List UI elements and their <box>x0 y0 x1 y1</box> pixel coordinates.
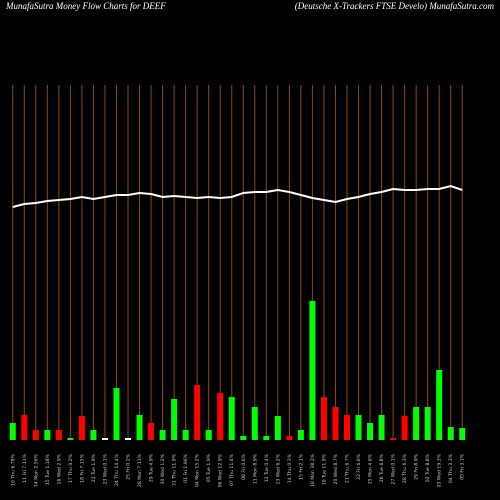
x-tick-label: 25 Fri 0.2% <box>126 453 132 480</box>
bar <box>447 427 454 440</box>
x-tick-label: 15 Fri 2.1% <box>298 453 304 480</box>
bar <box>217 393 224 440</box>
bar <box>251 407 258 440</box>
bar <box>413 407 420 440</box>
x-tick-label: 10 Thu 6.78% <box>10 453 16 486</box>
bar <box>171 399 178 440</box>
bar <box>309 301 316 440</box>
x-tick-label: 21 Thu 6.7% <box>344 453 350 483</box>
x-tick-label: 03 Wed 19.3% <box>437 453 443 487</box>
x-tick-label: 06 Wed 12.9% <box>218 453 224 487</box>
x-tick-label: 04 Mon 15.2% <box>195 453 201 487</box>
bar <box>378 415 385 440</box>
x-tick-label: 25 Mon 4.6% <box>368 453 374 484</box>
bar <box>67 438 74 440</box>
bar <box>78 416 85 440</box>
x-tick-label: 17 Thu 0.2% <box>68 453 74 483</box>
x-tick-label: 28 Mon 7.11% <box>137 453 143 487</box>
x-tick-label: 11 Fri 7.11% <box>22 453 28 482</box>
bar <box>136 415 143 440</box>
bar <box>355 415 362 440</box>
bar <box>343 415 350 440</box>
bar <box>182 430 189 440</box>
bar <box>9 423 16 440</box>
bar <box>205 430 212 440</box>
x-tick-label: 31 Thu 11.9% <box>172 453 178 486</box>
x-tick-label: 27 Wed 0.1% <box>391 453 397 484</box>
bar <box>263 436 270 440</box>
x-tick-label: 20 Wed 8.7% <box>333 453 339 484</box>
bar <box>240 436 247 440</box>
bar <box>194 385 201 440</box>
x-tick-label: 08 Fri 0.6% <box>241 453 247 480</box>
x-tick-label: 14 Thu 0.3% <box>287 453 293 483</box>
x-tick-label: 11 Mon 8.9% <box>252 453 258 484</box>
x-tick-label: 23 Wed 0.1% <box>102 453 108 484</box>
bar <box>228 397 235 440</box>
x-tick-label: 24 Thu 14.4% <box>114 453 120 486</box>
bar <box>32 430 39 440</box>
bar <box>459 428 466 440</box>
bar <box>21 415 28 440</box>
x-tick-label: 13 Wed 6.2% <box>275 453 281 484</box>
x-tick-label: 05 Tue 1.9% <box>206 453 212 482</box>
bar <box>320 397 327 440</box>
chart-title: MunafaSutra Money Flow Charts for DEEF <box>5 1 166 11</box>
bar <box>274 416 281 440</box>
x-tick-label: 15 Tue 1.18% <box>45 453 51 485</box>
x-tick-label: 18 Mon 38.2% <box>310 453 316 487</box>
x-tick-label: 07 Thu 11.4% <box>229 453 235 486</box>
x-tick-label: 26 Tue 6.8% <box>379 453 385 482</box>
bar <box>159 430 166 440</box>
bar <box>148 423 155 440</box>
x-tick-label: 04 Thu 3.3% <box>448 453 454 483</box>
x-tick-label: 02 Tue 8.8% <box>425 453 431 482</box>
x-tick-label: 22 Fri 6.6% <box>356 453 362 480</box>
bar <box>55 430 62 440</box>
x-tick-label: 22 Tue 1.9% <box>91 453 97 482</box>
x-tick-label: 12 Tue 0.4% <box>264 453 270 482</box>
chart-subtitle: (Deutsche X-Trackers FTSE Develo) Munafa… <box>295 1 495 11</box>
bar <box>424 407 431 440</box>
bar <box>44 430 51 440</box>
bar <box>125 438 132 440</box>
x-tick-label: 05 Fri 3.1% <box>460 453 466 480</box>
x-tick-label: 29 Fri 8.9% <box>414 453 420 480</box>
bar <box>101 438 108 440</box>
bar <box>367 423 374 440</box>
x-tick-label: 14 Mon 2.56% <box>33 453 39 487</box>
x-tick-label: 28 Thu 6.3% <box>402 453 408 483</box>
x-tick-label: 01 Fri 1.96% <box>183 453 189 482</box>
x-tick-label: 16 Wed 2.9% <box>56 453 62 484</box>
bar <box>436 370 443 440</box>
bar <box>297 430 304 440</box>
bar <box>390 438 397 440</box>
bar <box>401 416 408 440</box>
x-tick-label: 30 Wed 1.2% <box>160 453 166 484</box>
bar <box>113 388 120 440</box>
bar <box>90 430 97 440</box>
bar <box>286 436 293 440</box>
money-flow-line <box>12 184 463 208</box>
x-tick-label: 29 Tue 4.9% <box>149 453 155 482</box>
bar <box>332 407 339 440</box>
x-tick-label: 19 Tue 11.9% <box>321 453 327 485</box>
x-tick-label: 18 Fri 7.15% <box>79 453 85 482</box>
